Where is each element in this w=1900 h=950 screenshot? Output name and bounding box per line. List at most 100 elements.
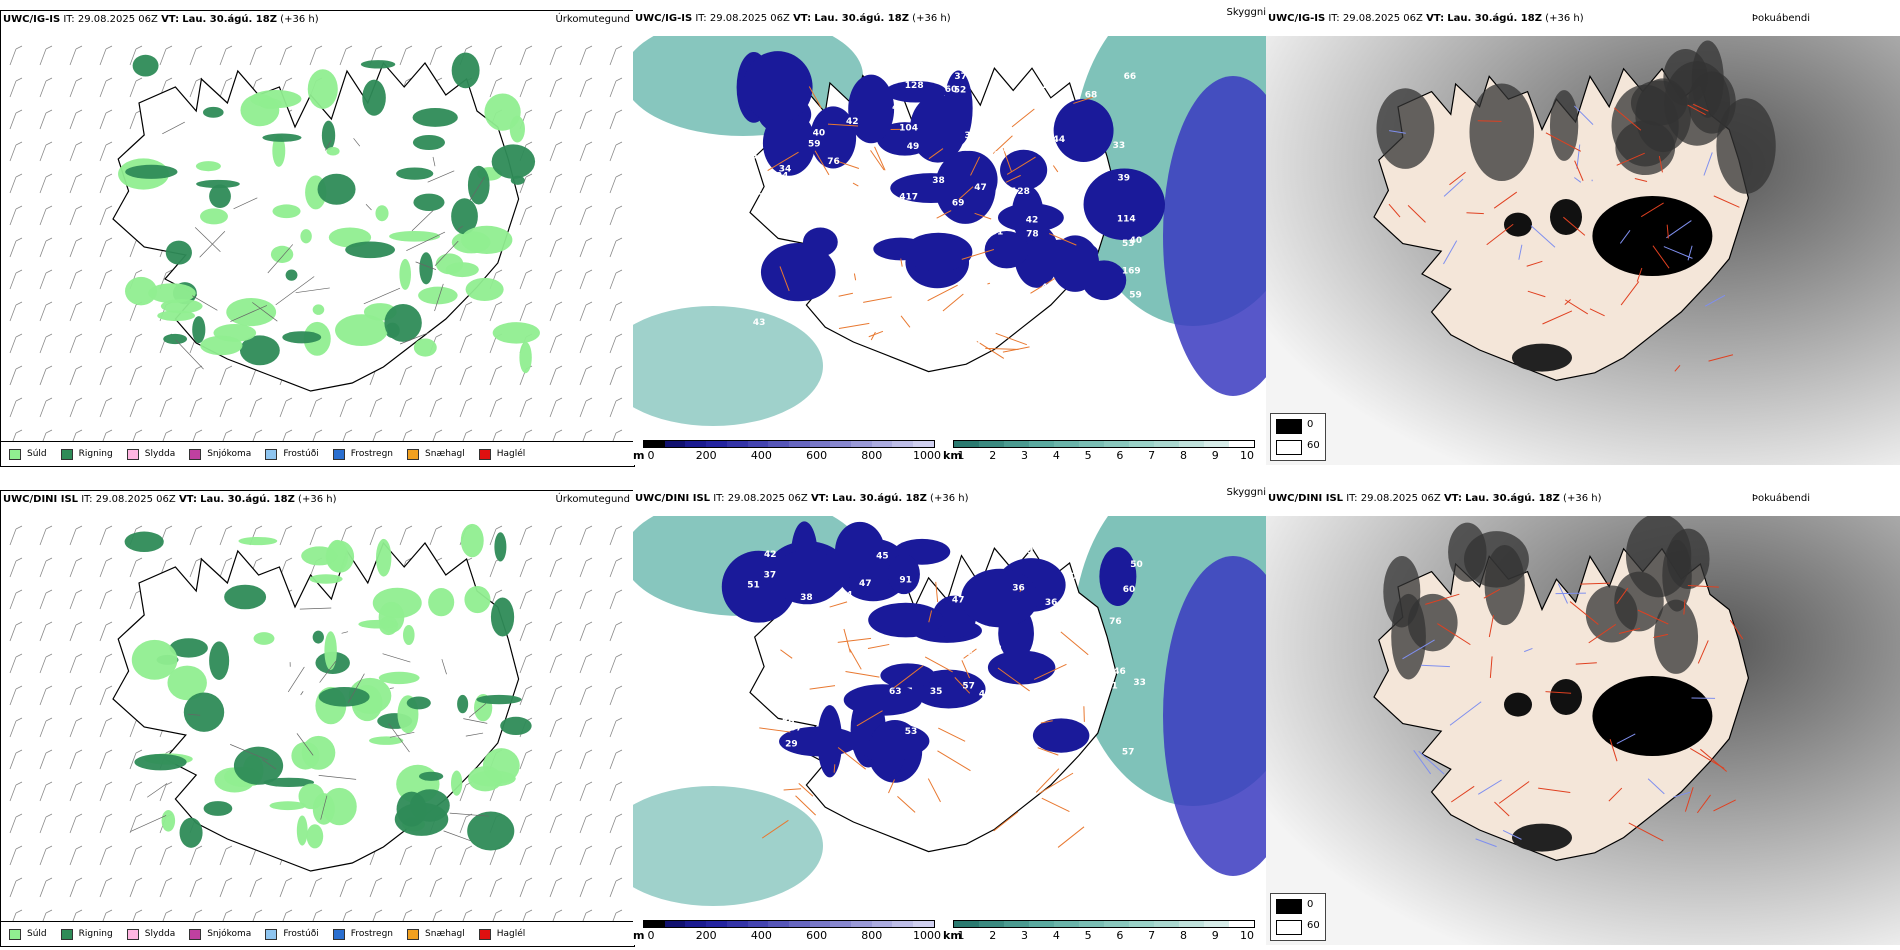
visibility-map[interactable]: 303 59 50 40 32 37 42 38 51 49 50 42 66 83 44 49 46 60 40 3… [633, 36, 1266, 437]
road [1589, 308, 1605, 317]
river [1574, 177, 1582, 183]
rain-area [396, 167, 434, 180]
legend-item-snjókoma: Snjókoma [189, 928, 251, 940]
wind-barb [579, 813, 593, 834]
wind-barb [129, 845, 143, 866]
wind-barb [549, 877, 563, 898]
wind-barb [429, 845, 443, 866]
legend-label: Snjókoma [207, 449, 252, 459]
wind-barb [399, 365, 413, 386]
road [1052, 165, 1059, 173]
road [1033, 663, 1067, 680]
elevation-colorbar: m 0 200 400 600 800 1000 [633, 917, 943, 945]
fog-map[interactable] [1266, 516, 1900, 945]
wind-barb [69, 845, 83, 866]
colorbar-tick-label: 400 [750, 449, 772, 462]
drizzle-area [161, 809, 176, 832]
road [1035, 768, 1060, 793]
wind-barb [129, 749, 143, 770]
visibility-value-label: 38 [800, 593, 813, 603]
legend-item-frostúði: Frostúði [265, 448, 319, 460]
rain-area [418, 771, 444, 781]
road [382, 653, 411, 663]
fog-indicator-panel-1: UWC/IG-IS IT: 29.08.2025 06Z VT: Lau. 30… [1266, 10, 1900, 465]
drizzle-area [195, 161, 221, 172]
visibility-value-label: 44 [861, 783, 874, 793]
colorbar-tick-label: 600 [806, 449, 828, 462]
legend-swatch [332, 928, 345, 940]
legend-item-haglél: Haglél [478, 448, 525, 460]
visibility-value-label: 50 [925, 832, 938, 842]
wind-barb [519, 173, 533, 194]
visibility-value-label: 38 [932, 176, 945, 186]
road [970, 156, 981, 176]
road [935, 581, 939, 603]
colorbar-tick-label: 6 [1116, 929, 1124, 942]
river [1666, 220, 1692, 239]
wind-barb [99, 269, 113, 290]
road [1005, 174, 1021, 183]
road [1713, 799, 1736, 812]
road [993, 811, 1019, 832]
road [1616, 152, 1645, 166]
visibility-value-label: 42 [1085, 165, 1098, 175]
visibility-map[interactable]: 142 44 63 38 29 35 48 44 57 41 39 33 36 38 37 32 40 37 46 5… [633, 516, 1266, 917]
wind-barb [549, 685, 563, 706]
wind-barb [459, 877, 473, 898]
road [1083, 706, 1085, 722]
panel-type-label: Skyggni [1226, 7, 1266, 18]
road [353, 138, 361, 147]
road [1538, 787, 1571, 793]
fog-map[interactable] [1266, 36, 1900, 465]
river [1418, 750, 1445, 775]
wind-barb [9, 397, 23, 418]
visibility-value-label: 36 [782, 714, 795, 724]
visibility-value-label: 42 [989, 644, 1002, 654]
dense-fog-area [1550, 199, 1582, 235]
wind-barb [99, 781, 113, 802]
visibility-colorbar: km 1 2 3 4 5 6 7 8 9 10 [943, 437, 1266, 465]
visibility-map-svg: 142 44 63 38 29 35 48 44 57 41 39 33 36 38 37 32 40 37 46 5… [633, 516, 1266, 917]
visibility-value-label: 110 [840, 235, 859, 245]
colorbar-unit: m [633, 449, 645, 462]
visibility-value-label: 39 [1021, 546, 1034, 556]
wind-barb [399, 45, 413, 66]
legend-swatch [189, 928, 202, 940]
drizzle-area [326, 539, 349, 573]
road [761, 819, 789, 839]
lead-time: (+36 h) [298, 494, 337, 505]
precip-type-panel-2: UWC/DINI ISL IT: 29.08.2025 06Z VT: Lau.… [0, 490, 635, 947]
drizzle-area [375, 205, 389, 222]
legend-swatch [407, 928, 420, 940]
precip-map[interactable] [1, 29, 634, 442]
fog-area [1625, 516, 1692, 598]
road [1545, 691, 1572, 694]
wind-barb [39, 109, 53, 130]
road [942, 293, 964, 312]
visibility-value-label: 60 [832, 284, 845, 294]
visibility-value-label: 60 [1123, 585, 1136, 595]
drizzle-area [272, 204, 301, 219]
road [1486, 223, 1514, 246]
wind-barb [159, 397, 173, 418]
panel-header: UWC/DINI ISL IT: 29.08.2025 06Z VT: Lau.… [1266, 490, 1900, 508]
wind-barb [9, 45, 23, 66]
precip-map[interactable] [1, 509, 634, 922]
visibility-value-label: 42 [846, 117, 859, 127]
visibility-value-label: 114 [1117, 214, 1136, 224]
wind-barb [39, 621, 53, 642]
road [1477, 120, 1502, 122]
river [1530, 225, 1556, 248]
it-label: IT: [81, 494, 93, 505]
colorbar-tick-label: 10 [1240, 929, 1254, 942]
wind-barb [609, 781, 623, 802]
colorbar-unit: km [943, 929, 962, 942]
wind-barb [369, 397, 383, 418]
vt-value: Lau. 30.ágú. 18Z [814, 13, 909, 24]
visibility-panel-2: UWC/DINI ISL IT: 29.08.2025 06Z VT: Lau.… [633, 487, 1266, 945]
visibility-value-label: 256 [975, 772, 994, 782]
road [958, 186, 974, 200]
rain-area [312, 630, 324, 644]
drizzle-area [418, 286, 458, 305]
rain-area [124, 531, 164, 553]
